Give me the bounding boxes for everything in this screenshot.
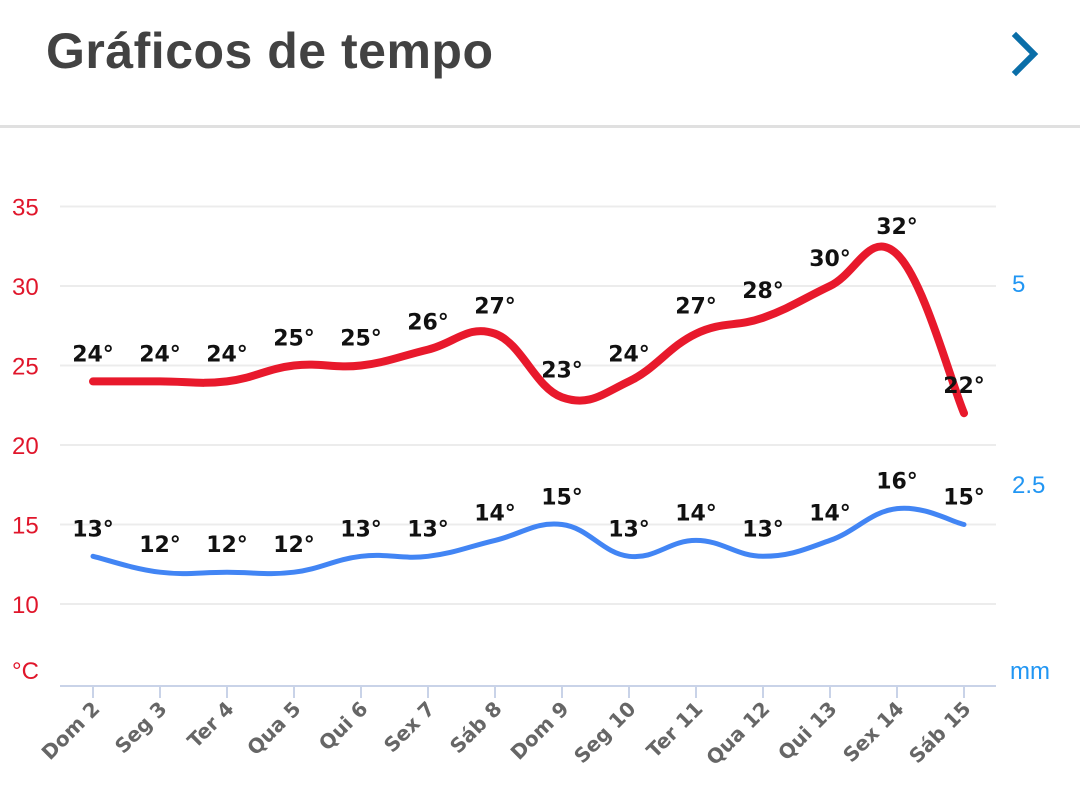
x-tick-label: Qua 5 xyxy=(242,697,305,760)
data-label: 12° xyxy=(273,533,315,558)
data-label: 23° xyxy=(541,358,583,383)
x-tick-label: Seg 3 xyxy=(110,697,172,759)
y-tick-label: 20 xyxy=(12,433,39,460)
data-label: 12° xyxy=(139,533,181,558)
data-label: 24° xyxy=(72,342,114,367)
x-tick-label: Ter 4 xyxy=(182,697,238,753)
data-label: 13° xyxy=(340,517,382,542)
data-label: 27° xyxy=(675,295,717,320)
data-label: 27° xyxy=(474,295,516,320)
y-tick-label: 10 xyxy=(12,592,39,619)
data-label: 26° xyxy=(407,311,449,336)
chevron-right-icon[interactable] xyxy=(1006,30,1046,78)
data-label: 14° xyxy=(809,501,851,526)
data-label: 24° xyxy=(139,342,181,367)
page-title: Gráficos de tempo xyxy=(46,23,494,79)
data-label: 12° xyxy=(206,533,248,558)
series-lines xyxy=(89,242,968,577)
x-tick-label: Qua 12 xyxy=(701,697,774,770)
x-axis: Dom 2 Seg 3 Ter 4 Qua 5 Qui 6 Sex 7 Sáb 8 Dom 9… xyxy=(37,685,996,770)
data-label: 24° xyxy=(608,342,650,367)
data-label: 15° xyxy=(541,486,583,511)
data-label: 28° xyxy=(742,279,784,304)
x-tick-label: Seg 10 xyxy=(569,697,640,768)
data-label: 13° xyxy=(742,517,784,542)
x-tick-label: Dom 2 xyxy=(37,697,105,765)
series-line xyxy=(89,242,968,418)
data-label: 13° xyxy=(608,517,650,542)
x-tick-label: Qui 6 xyxy=(314,697,373,756)
x-tick-label: Sex 7 xyxy=(379,697,440,758)
x-tick-label: Sáb 8 xyxy=(445,697,507,759)
data-label: 25° xyxy=(340,327,382,352)
y-tick-label: 35 xyxy=(12,195,39,222)
series-line xyxy=(90,505,967,577)
y-tick-label: 25 xyxy=(12,354,39,381)
y2-axis-unit: mm xyxy=(1010,658,1050,685)
y2-tick-label: 2.5 xyxy=(1012,472,1045,499)
x-tick-label: Sáb 15 xyxy=(904,697,975,768)
data-label: 13° xyxy=(72,517,114,542)
data-label: 24° xyxy=(206,342,248,367)
data-label: 32° xyxy=(876,215,918,240)
data-label: 30° xyxy=(809,247,851,272)
data-labels: 24° 24° 24° 25° 25° 26° 27° 23° 24° 27° 28° 30° 32° 2… xyxy=(72,215,985,558)
y-tick-label: 15 xyxy=(12,513,39,540)
y-axis-unit: °C xyxy=(12,658,39,685)
data-label: 22° xyxy=(943,374,985,399)
data-label: 13° xyxy=(407,517,449,542)
data-label: 14° xyxy=(474,501,516,526)
data-label: 25° xyxy=(273,327,315,352)
x-tick-label: Ter 11 xyxy=(642,697,708,763)
x-tick-label: Qui 13 xyxy=(773,697,842,766)
header: Gráficos de tempo xyxy=(0,0,1080,128)
x-tick-label: Sex 14 xyxy=(838,697,908,767)
left-axis: 10 15 20 25 30 35 °C xyxy=(12,195,39,686)
y-tick-label: 30 xyxy=(12,274,39,301)
data-label: 16° xyxy=(876,470,918,495)
y2-tick-label: 5 xyxy=(1012,271,1025,298)
data-label: 15° xyxy=(943,486,985,511)
right-axis: 2.5 5 mm xyxy=(1010,271,1050,685)
x-tick-label: Dom 9 xyxy=(506,697,574,765)
grid-lines xyxy=(60,205,996,605)
data-label: 14° xyxy=(675,501,717,526)
